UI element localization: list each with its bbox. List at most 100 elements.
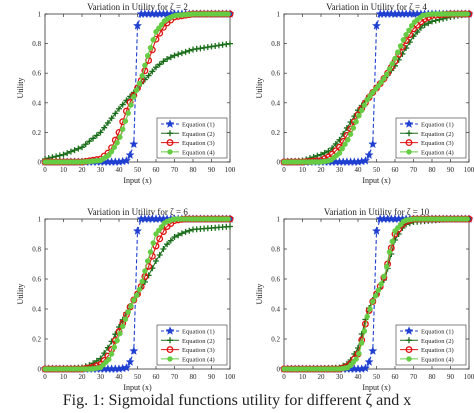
series-marker — [360, 363, 370, 373]
series-marker — [108, 338, 115, 345]
y-tick-label: 1 — [277, 216, 281, 224]
series-marker — [336, 150, 343, 156]
series-marker — [164, 55, 171, 62]
series-marker — [383, 263, 390, 270]
series-marker — [145, 272, 152, 279]
x-tick-label: 60 — [153, 373, 161, 381]
y-tick-label: 0.4 — [32, 306, 41, 314]
chart-title: Variation in Utility for ζ = 2 — [87, 2, 188, 12]
chart-panel-4: 0 10 20 30 40 50 60 70 80 90 100 0 0.2 0.4 0.6 0.8 1 Vari… — [255, 207, 474, 392]
series-marker — [225, 11, 231, 17]
y-tick-label: 0.6 — [271, 70, 280, 78]
series-marker — [117, 330, 123, 337]
y-tick-label: 0 — [38, 159, 42, 167]
x-tick-label: 10 — [60, 373, 68, 381]
y-tick-label: 0.8 — [32, 40, 41, 48]
series-marker — [359, 340, 365, 346]
legend-marker — [406, 337, 412, 344]
series-marker — [227, 223, 233, 230]
series-marker — [139, 278, 145, 285]
legend-marker — [406, 149, 412, 155]
series-marker — [167, 54, 174, 61]
legend-label: Equation (2) — [182, 338, 215, 345]
series-marker — [364, 97, 370, 103]
series-marker — [345, 137, 351, 143]
legend-label: Equation (3) — [421, 140, 454, 147]
series-marker — [108, 115, 115, 122]
series-marker — [53, 153, 60, 160]
series-4 — [42, 11, 231, 165]
series-marker — [106, 152, 112, 158]
y-tick-label: 0 — [38, 366, 42, 374]
series-marker — [114, 140, 120, 146]
x-tick-label: 50 — [373, 373, 381, 381]
series-marker — [410, 33, 417, 40]
series-4 — [281, 11, 470, 165]
x-tick-label: 90 — [447, 373, 455, 381]
y-tick-label: 0.6 — [271, 276, 280, 284]
x-tick-label: 80 — [429, 166, 437, 174]
series-marker — [343, 124, 350, 131]
x-tick-label: 30 — [97, 373, 105, 381]
series-marker — [150, 37, 156, 43]
series-marker — [125, 357, 135, 366]
series-marker — [367, 93, 373, 99]
y-tick-label: 0.2 — [32, 336, 41, 344]
series-marker — [141, 273, 149, 280]
series-marker — [171, 234, 178, 240]
series-marker — [367, 306, 373, 312]
series-marker — [340, 130, 347, 137]
y-tick-label: 0.6 — [32, 70, 41, 78]
legend: Equation (1) Equation (2) Equation (3) Equa… — [395, 324, 467, 366]
series-marker — [121, 156, 131, 165]
series-marker — [383, 71, 390, 78]
chart-panel-1: 0 10 20 30 40 50 60 70 80 90 100 0 0.2 0.4 0.6 0.8 1 Vari… — [16, 2, 236, 185]
y-tick-label: 0.4 — [32, 99, 41, 107]
series-marker — [186, 47, 193, 54]
x-tick-label: 10 — [299, 166, 307, 174]
series-marker — [408, 23, 415, 29]
x-tick-label: 80 — [190, 373, 198, 381]
legend: Equation (1) Equation (2) Equation (3) Equa… — [395, 117, 467, 159]
series-marker — [364, 357, 374, 366]
series-marker — [339, 145, 345, 152]
series-marker — [156, 252, 163, 258]
series-marker — [361, 328, 368, 334]
series-marker — [186, 227, 193, 234]
y-axis-label: Utility — [16, 78, 25, 99]
series-marker — [178, 50, 185, 57]
series-marker — [386, 249, 393, 255]
y-tick-label: 1 — [277, 11, 281, 19]
legend-label: Equation (1) — [421, 329, 454, 336]
legend-marker — [404, 119, 414, 128]
series-marker — [149, 68, 156, 75]
series-marker — [147, 249, 154, 255]
series-marker — [97, 129, 104, 136]
series-marker — [360, 156, 370, 165]
y-axis-label: Utility — [255, 284, 264, 305]
series-marker — [380, 75, 388, 83]
series-marker — [381, 75, 387, 82]
legend-marker — [165, 326, 175, 335]
chart-panel-3: 0 10 20 30 40 50 60 70 80 90 100 0 0.2 0.4 0.6 0.8 1 Vari… — [16, 207, 236, 392]
legend-marker — [165, 119, 175, 128]
series-marker — [400, 37, 407, 43]
series-marker — [371, 21, 382, 30]
series-marker — [112, 110, 119, 117]
x-tick-label: 20 — [318, 373, 326, 381]
x-tick-label: 10 — [299, 373, 307, 381]
series-marker — [156, 235, 164, 243]
series-marker — [164, 241, 171, 248]
series-marker — [399, 50, 406, 57]
series-marker — [347, 131, 354, 137]
legend-marker — [167, 337, 173, 344]
series-marker — [129, 346, 139, 355]
x-tick-label: 30 — [336, 373, 344, 381]
series-marker — [128, 102, 134, 108]
series-marker — [321, 149, 328, 156]
series-marker — [75, 145, 82, 152]
series-marker — [131, 297, 137, 303]
series-marker — [111, 144, 118, 150]
series-marker — [114, 337, 120, 344]
x-tick-label: 80 — [190, 166, 198, 174]
